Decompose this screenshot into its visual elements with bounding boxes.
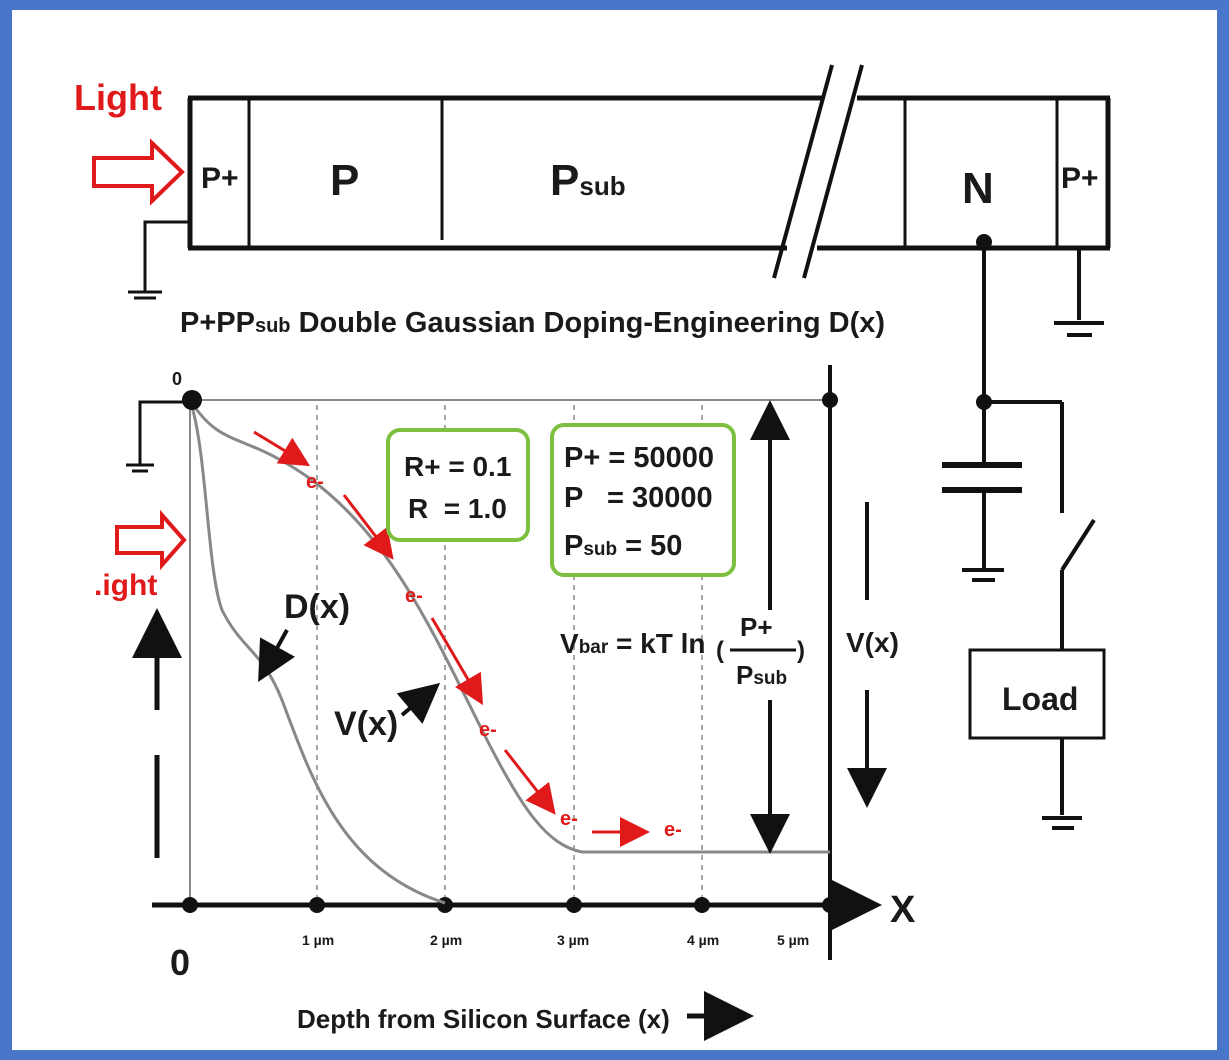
break-mark-right <box>802 64 864 279</box>
region-n: N <box>962 164 994 213</box>
v-curve-label: V(x) <box>334 705 398 743</box>
v-pointer-icon <box>396 682 441 724</box>
doping-line-2: P = 30000 <box>564 482 713 514</box>
plot-ground-icon <box>126 400 190 473</box>
light-label-left: .ight <box>94 569 157 602</box>
origin-node <box>182 390 202 410</box>
vbar-numerator: P+ <box>740 612 773 642</box>
ratio-line-2: R = 1.0 <box>408 493 507 524</box>
d-curve-label: D(x) <box>284 588 350 626</box>
circuit <box>942 400 1082 830</box>
region-p-plus-right: P+ <box>1061 162 1099 195</box>
switch-icon <box>1060 518 1096 572</box>
v-curve <box>188 399 830 854</box>
electron-label: e- <box>664 819 682 841</box>
electron-label: e- <box>405 585 423 607</box>
axis-node <box>822 392 838 408</box>
region-p: P <box>330 156 359 205</box>
electron-label: e- <box>479 719 497 741</box>
electron-label: e- <box>560 808 578 830</box>
x-axis-caption: Depth from Silicon Surface (x) <box>297 1004 670 1034</box>
doping-line-3: Psub = 50 <box>564 530 682 562</box>
vbar-formula: Vbar = kT ln <box>560 628 706 659</box>
circuit-node <box>976 394 992 410</box>
paren-right: ) <box>797 637 805 664</box>
doping-box <box>550 423 736 577</box>
x-axis-nodes <box>182 897 710 913</box>
device-diagram: Light P+ P Psub N P+ <box>74 64 1111 1041</box>
load-label: Load <box>1002 681 1078 717</box>
x-axis-letter: X <box>890 889 916 931</box>
ratio-box <box>386 428 530 542</box>
ratio-line-1: R+ = 0.1 <box>404 451 511 482</box>
ground-icon <box>1054 248 1104 337</box>
x-tick-label: 2 µm <box>430 932 462 948</box>
x-tick-label: 4 µm <box>687 932 719 948</box>
x-tick-label: 1 µm <box>302 932 334 948</box>
light-arrow-top-icon <box>92 138 185 206</box>
region-p-plus-left: P+ <box>201 162 239 195</box>
side-v-label: V(x) <box>846 627 899 658</box>
n-contact-node <box>976 234 992 250</box>
electron-arrows <box>253 430 650 847</box>
origin-top-label: 0 <box>172 369 182 389</box>
x-tick-label: 5 µm <box>777 932 809 948</box>
x-tick-label: 3 µm <box>557 932 589 948</box>
device-strip <box>187 64 1111 279</box>
diagram-frame: Light P+ P Psub N P+ <box>12 10 1217 1050</box>
doping-title: P+PPsub Double Gaussian Doping-Engineeri… <box>180 307 885 339</box>
paren-left: ( <box>716 637 724 664</box>
d-pointer-icon <box>258 629 296 682</box>
d-curve <box>188 399 446 905</box>
light-label-top: Light <box>74 77 162 118</box>
light-arrow-left-icon <box>115 509 187 571</box>
ground-icon <box>128 220 190 300</box>
doping-line-1: P+ = 50000 <box>564 442 714 474</box>
vbar-denominator: Psub <box>736 660 787 690</box>
break-mark-left <box>772 64 834 279</box>
load-box <box>968 648 1106 740</box>
region-psub: Psub <box>550 156 626 205</box>
electron-label: e- <box>306 471 324 493</box>
origin-bottom-label: 0 <box>170 942 190 983</box>
